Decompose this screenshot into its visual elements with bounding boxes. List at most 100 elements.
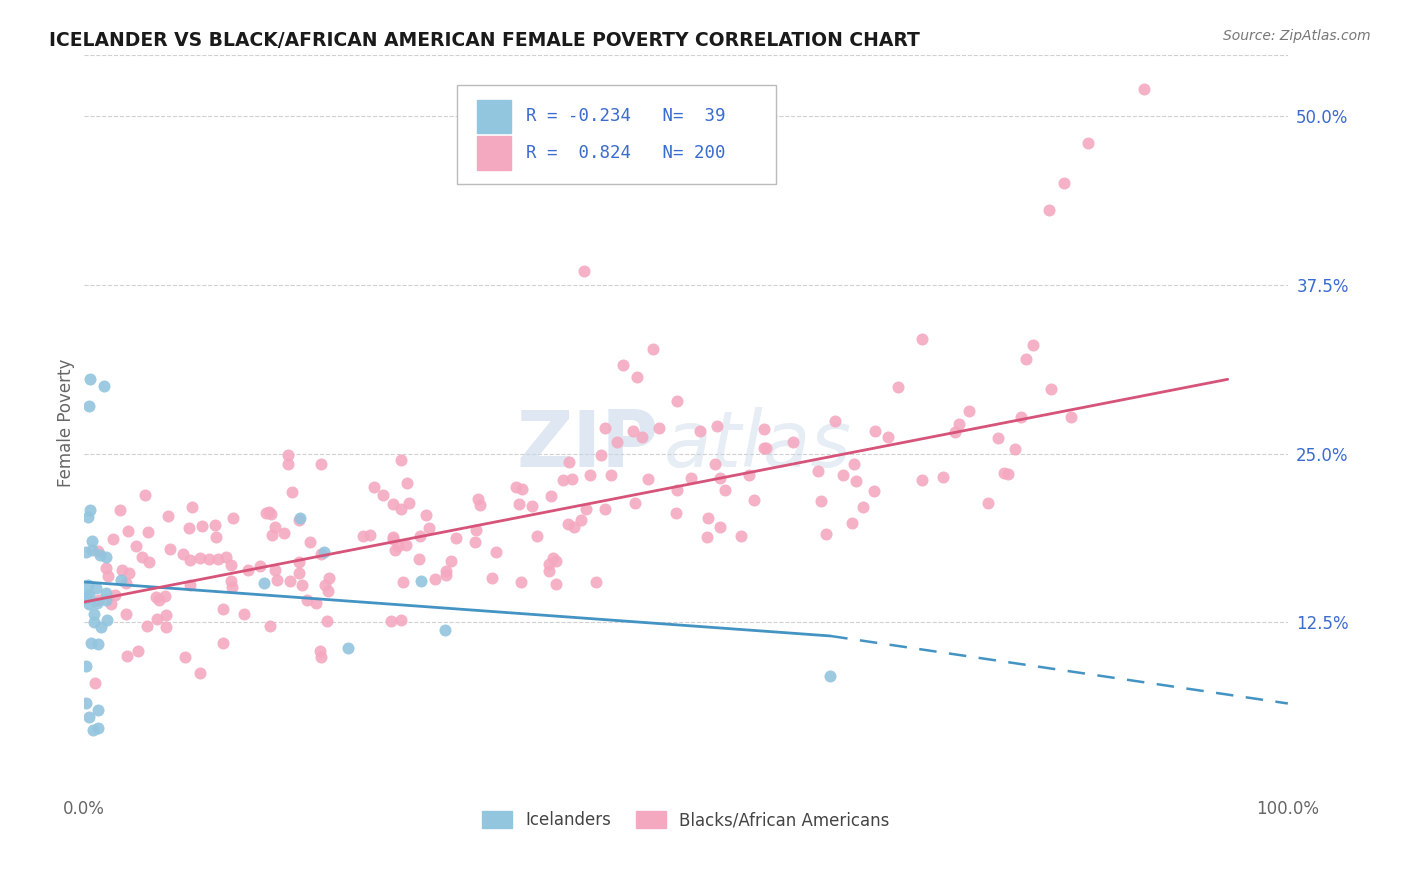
- Point: [396, 475, 419, 490]
- Point: [172, 547, 194, 561]
- Point: [159, 541, 181, 556]
- Point: [818, 669, 841, 683]
- Point: [79, 372, 101, 386]
- Point: [288, 555, 311, 569]
- Point: [468, 498, 491, 512]
- Point: [382, 532, 405, 546]
- Point: [505, 480, 527, 494]
- Point: [591, 448, 613, 462]
- Point: [755, 441, 778, 455]
- Point: [704, 457, 727, 471]
- Point: [578, 467, 600, 482]
- Point: [595, 421, 617, 435]
- Point: [260, 507, 283, 521]
- Point: [131, 549, 153, 564]
- Point: [87, 592, 110, 607]
- Point: [569, 513, 592, 527]
- Point: [179, 578, 201, 592]
- Point: [309, 644, 332, 658]
- FancyBboxPatch shape: [457, 85, 776, 184]
- Point: [666, 483, 689, 498]
- Point: [381, 497, 404, 511]
- Point: [689, 424, 711, 438]
- Point: [631, 429, 654, 443]
- Point: [318, 571, 340, 585]
- Point: [86, 596, 108, 610]
- Point: [537, 564, 560, 578]
- Point: [94, 585, 117, 599]
- Point: [557, 517, 579, 532]
- Point: [309, 547, 332, 561]
- Point: [814, 527, 837, 541]
- Point: [643, 342, 665, 356]
- Point: [434, 564, 457, 578]
- Point: [86, 703, 108, 717]
- Point: [709, 471, 731, 485]
- Point: [389, 613, 412, 627]
- Point: [398, 496, 420, 510]
- Point: [384, 542, 406, 557]
- Point: [485, 545, 508, 559]
- Text: Source: ZipAtlas.com: Source: ZipAtlas.com: [1223, 29, 1371, 43]
- Point: [526, 529, 548, 543]
- Point: [418, 521, 440, 535]
- Point: [298, 535, 321, 549]
- Point: [266, 573, 288, 587]
- Point: [80, 543, 103, 558]
- Point: [77, 578, 100, 592]
- Point: [648, 420, 671, 434]
- Point: [599, 468, 621, 483]
- Point: [75, 658, 97, 673]
- Point: [94, 592, 117, 607]
- Point: [264, 520, 287, 534]
- Point: [863, 484, 886, 499]
- Point: [558, 455, 581, 469]
- Bar: [477, 100, 510, 133]
- Point: [752, 441, 775, 455]
- Point: [104, 588, 127, 602]
- Point: [233, 607, 256, 621]
- Point: [543, 550, 565, 565]
- Point: [75, 591, 97, 606]
- Point: [574, 264, 596, 278]
- Point: [537, 557, 560, 571]
- Point: [863, 424, 886, 438]
- Point: [87, 543, 110, 558]
- Point: [997, 467, 1019, 482]
- Point: [207, 552, 229, 566]
- Point: [179, 553, 201, 567]
- Point: [249, 558, 271, 573]
- Legend: Icelanders, Blacks/African Americans: Icelanders, Blacks/African Americans: [475, 805, 896, 836]
- Point: [464, 523, 486, 537]
- Point: [314, 578, 336, 592]
- Point: [212, 636, 235, 650]
- Point: [174, 650, 197, 665]
- Point: [76, 510, 98, 524]
- Point: [637, 472, 659, 486]
- Point: [93, 379, 115, 393]
- Point: [389, 502, 412, 516]
- Point: [117, 524, 139, 539]
- Point: [666, 393, 689, 408]
- Point: [624, 496, 647, 510]
- Point: [90, 619, 112, 633]
- Bar: [477, 136, 510, 169]
- Point: [264, 563, 287, 577]
- Point: [181, 500, 204, 515]
- Point: [148, 593, 170, 607]
- Point: [205, 530, 228, 544]
- Point: [444, 531, 467, 545]
- Point: [155, 607, 177, 622]
- Point: [575, 502, 598, 516]
- Point: [311, 457, 333, 471]
- Point: [585, 575, 607, 590]
- Point: [204, 517, 226, 532]
- Text: ICELANDER VS BLACK/AFRICAN AMERICAN FEMALE POVERTY CORRELATION CHART: ICELANDER VS BLACK/AFRICAN AMERICAN FEMA…: [49, 31, 920, 50]
- Point: [316, 614, 339, 628]
- Point: [138, 555, 160, 569]
- Point: [852, 500, 875, 514]
- Point: [222, 511, 245, 525]
- Point: [82, 723, 104, 738]
- Point: [415, 508, 437, 522]
- Point: [877, 430, 900, 444]
